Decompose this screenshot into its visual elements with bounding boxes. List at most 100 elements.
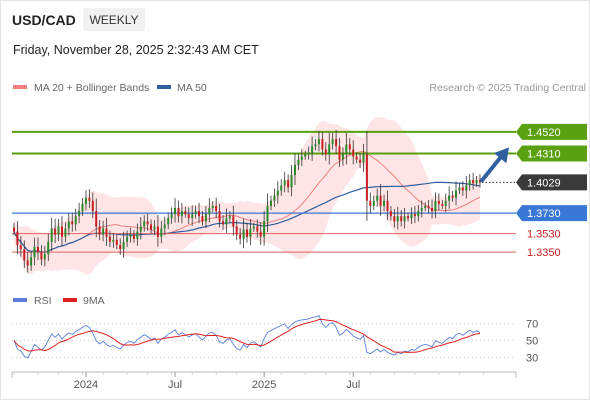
candle (324, 142, 327, 161)
candle (417, 204, 420, 222)
candle (413, 206, 416, 224)
support-1-tag: 1.3530 (527, 229, 561, 241)
candle (40, 245, 43, 266)
candle (16, 220, 19, 255)
candle (23, 240, 26, 268)
candle (304, 150, 307, 160)
last-price-tag: 1.4029 (516, 174, 587, 191)
candle (468, 174, 471, 191)
candle (479, 174, 481, 188)
candle (153, 220, 156, 235)
candle (396, 206, 399, 230)
rsi-tick-labels: 70 50 30 (526, 319, 538, 365)
candle (427, 200, 430, 214)
candle (331, 132, 334, 150)
candle (225, 208, 228, 233)
candle (174, 198, 176, 223)
rsi-legend-swatch (13, 298, 27, 302)
candle (78, 202, 81, 224)
candle (341, 147, 344, 166)
bollinger-band-area (14, 117, 480, 275)
ma9-legend-label: 9MA (83, 295, 105, 307)
candle (108, 230, 111, 248)
candle (311, 136, 314, 161)
resistance-1-label: 1.4310 (527, 149, 561, 161)
candle (91, 192, 94, 219)
candle (372, 195, 375, 211)
ma50-legend-swatch (157, 85, 171, 89)
ma50-legend-label: MA 50 (177, 82, 207, 94)
candle (472, 172, 475, 190)
x-tick-label: Jul (168, 379, 182, 391)
candle (283, 171, 286, 193)
candle (235, 220, 238, 241)
candle (266, 193, 269, 233)
level-tags: 1.4520 1.4310 1.4029 1.3730 1.3530 1.3350 (516, 123, 587, 259)
candle (222, 215, 224, 230)
candle (431, 199, 433, 219)
candle (321, 131, 324, 156)
resistance-2-tag: 1.4520 (516, 123, 587, 140)
candle (297, 153, 300, 171)
candle (410, 207, 413, 225)
candle (74, 208, 77, 231)
rsi-panel: 70 50 30 (12, 315, 538, 365)
candle (115, 234, 118, 250)
candle (112, 232, 115, 248)
candle (437, 193, 440, 211)
candle (242, 218, 245, 249)
candle (461, 181, 464, 196)
candle (156, 214, 159, 247)
candle (287, 174, 290, 193)
candle (215, 197, 218, 219)
rsi-legend-label: RSI (34, 295, 52, 307)
candle (204, 206, 207, 229)
candle (126, 230, 129, 248)
candle (81, 197, 84, 217)
candle (136, 223, 139, 246)
rsi-tick-label: 70 (526, 319, 538, 331)
candle (84, 190, 87, 211)
candle (290, 164, 293, 197)
candle (389, 206, 392, 221)
candle (420, 200, 423, 218)
candle (249, 218, 252, 245)
candle (54, 218, 57, 244)
candle (355, 152, 358, 164)
candle (180, 202, 183, 224)
ma20-legend-label: MA 20 + Bollinger Bands (34, 82, 149, 94)
candle (177, 200, 180, 223)
symbol-title: USD/CAD (12, 12, 76, 28)
candle (13, 222, 15, 236)
candle (19, 236, 22, 257)
candle (335, 129, 338, 155)
candle (191, 205, 194, 226)
candle (33, 237, 36, 266)
candle (263, 210, 266, 246)
candle (30, 250, 33, 271)
pivot-label: 1.3730 (527, 208, 561, 220)
timeframe-label: WEEKLY (89, 13, 138, 27)
x-tick-label: Jul (346, 379, 360, 391)
forecast-arrow-shaft (480, 152, 505, 183)
candle (105, 217, 108, 246)
support-1-label: 1.3530 (527, 229, 561, 241)
timestamp: Friday, November 28, 2025 2:32:43 AM CET (13, 43, 259, 57)
candle (451, 190, 454, 202)
candle (37, 237, 39, 261)
x-axis: 2024 Jul 2025 Jul (11, 371, 517, 391)
candle (393, 209, 396, 228)
rsi-line (13, 315, 481, 359)
candle (170, 207, 173, 225)
candle (187, 207, 190, 225)
candle (43, 245, 46, 267)
candle (198, 202, 200, 224)
timeframe-badge[interactable] (83, 8, 145, 31)
candle (307, 146, 310, 160)
candle (95, 198, 98, 238)
candle (273, 188, 276, 207)
candle (160, 221, 163, 244)
candle (143, 215, 146, 232)
